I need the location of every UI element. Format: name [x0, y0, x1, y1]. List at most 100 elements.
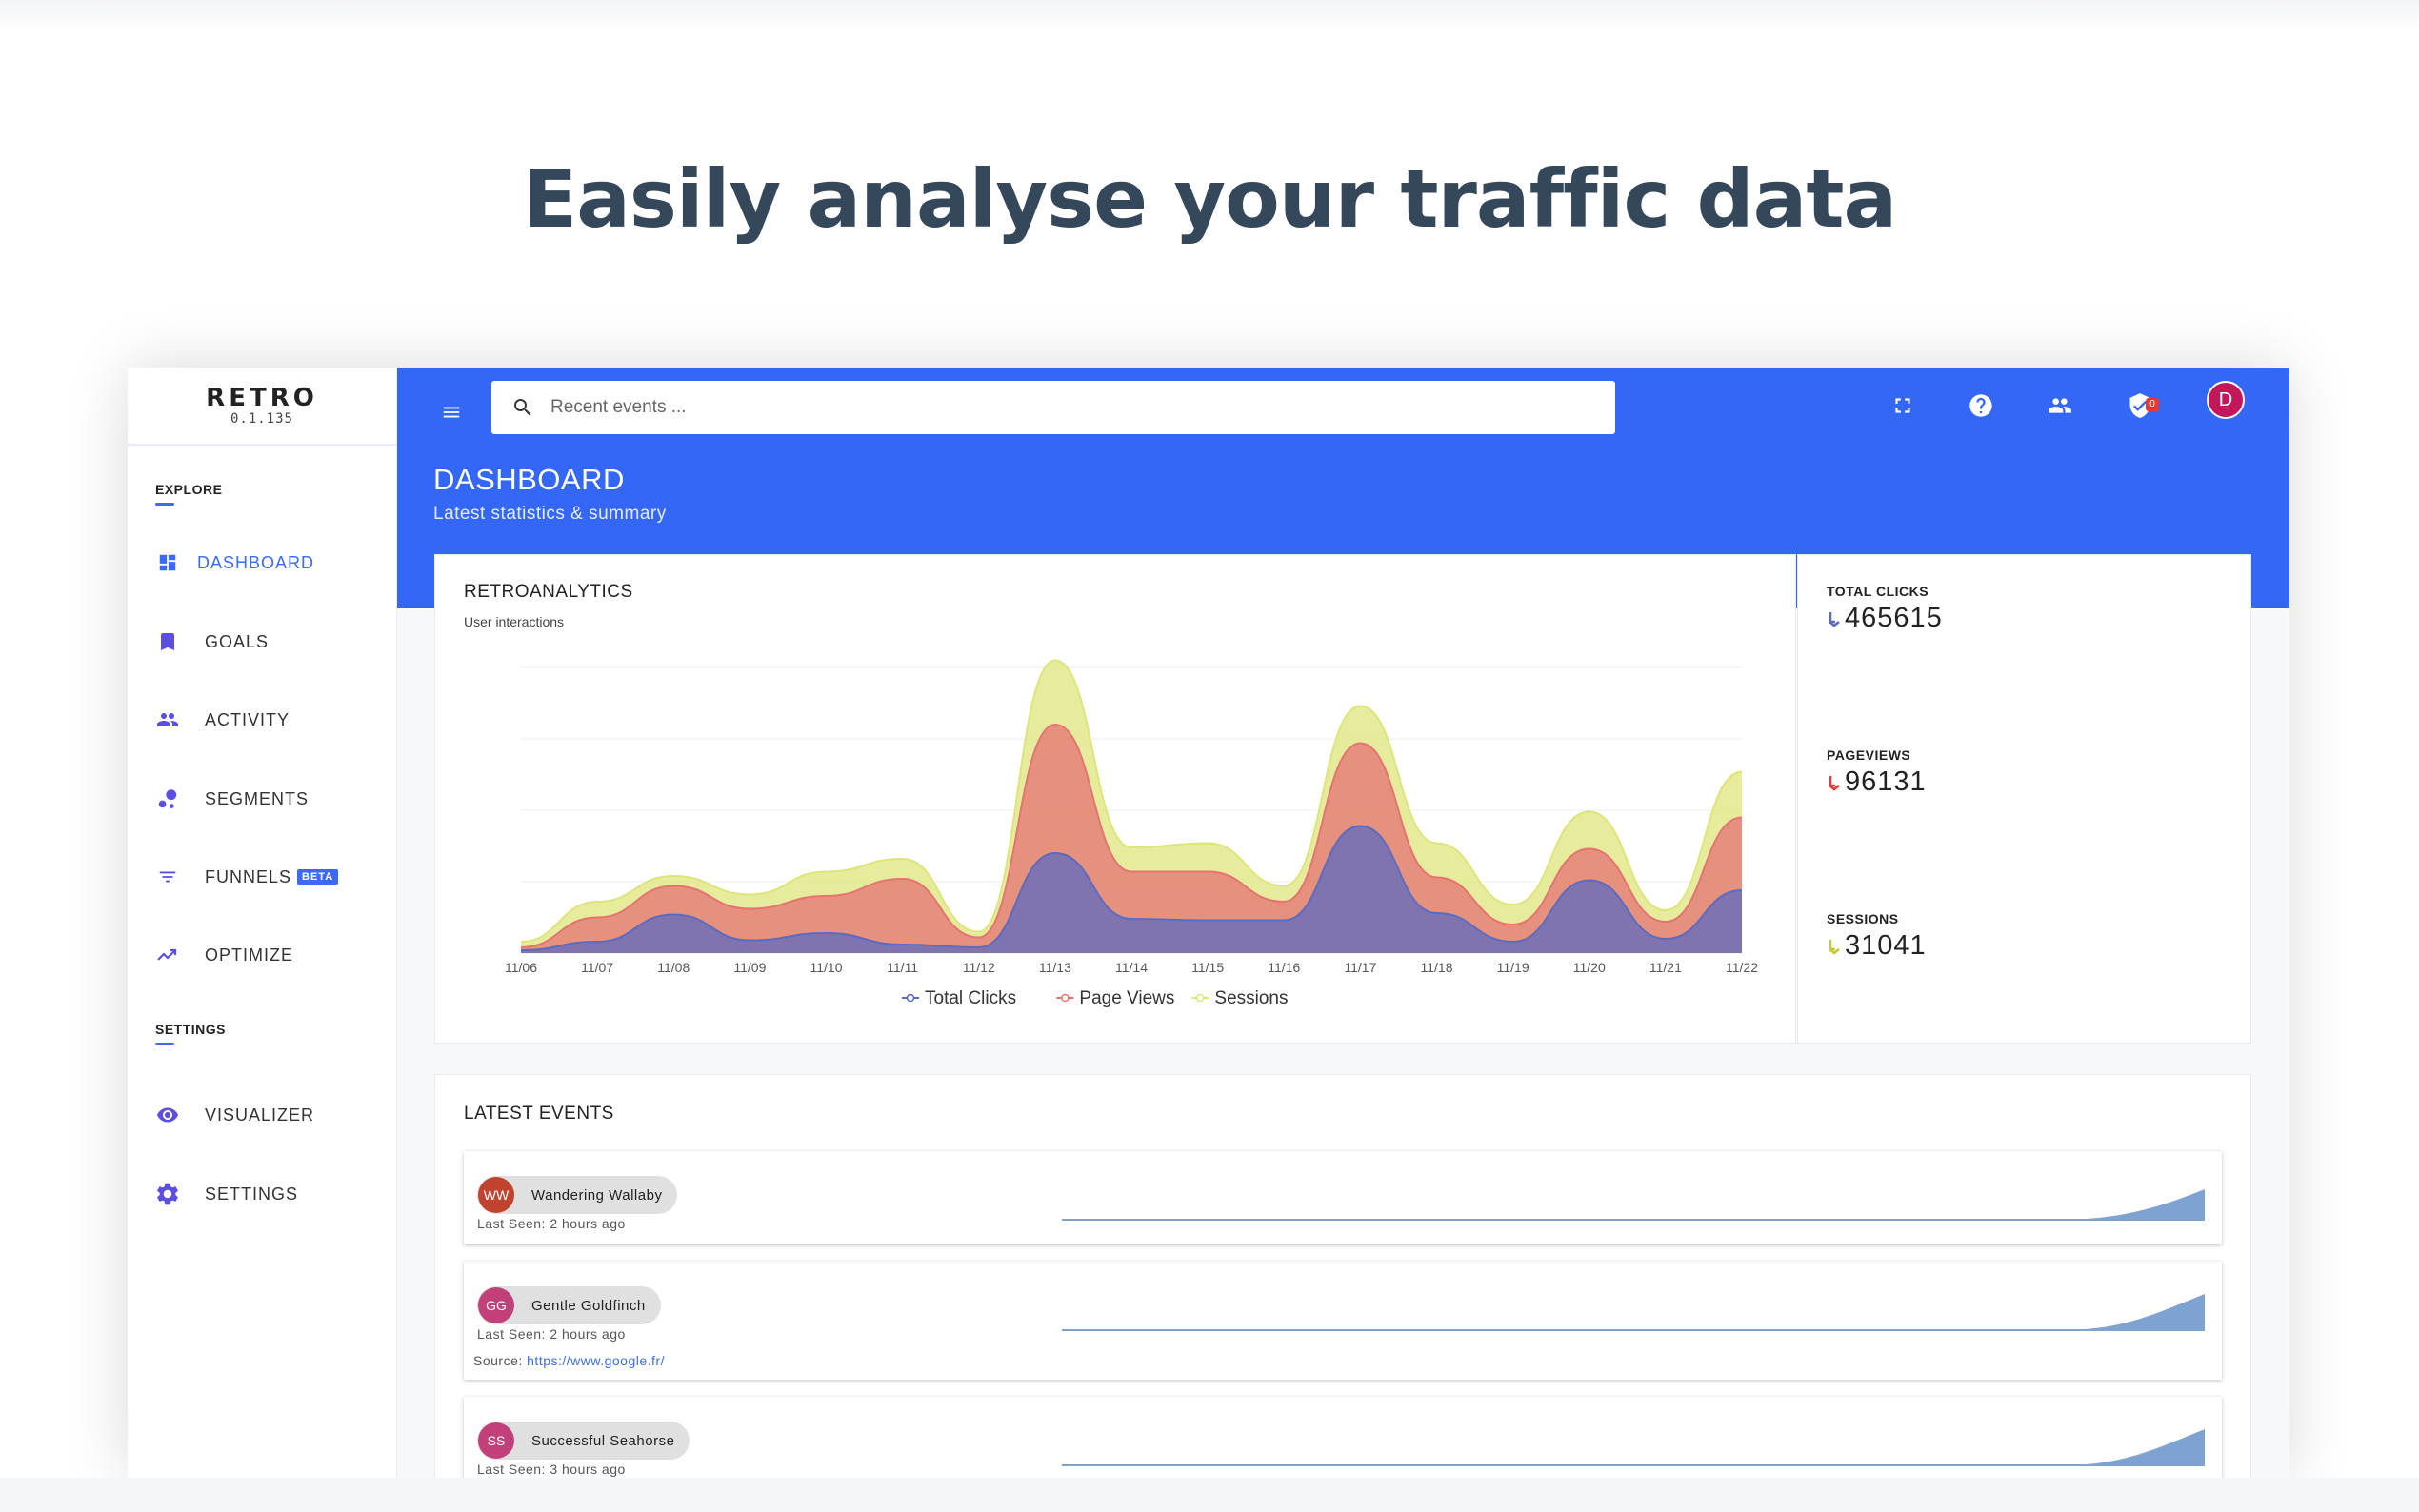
sidebar-item-label: FUNNELS	[205, 866, 292, 886]
analytics-card-title: RETROANALYTICS	[464, 582, 633, 602]
page-bottom-backdrop	[0, 1478, 2419, 1512]
event-row[interactable]: SS Successful Seahorse Last Seen: 3 hour…	[464, 1397, 2222, 1478]
sidebar-item-activity[interactable]: ACTIVITY	[153, 701, 382, 739]
fullscreen-icon	[1890, 393, 1915, 423]
last-seen-text: Last Seen: 2 hours ago	[477, 1326, 626, 1342]
user-initials-avatar: SS	[478, 1422, 514, 1459]
user-initials-avatar: WW	[478, 1177, 514, 1213]
x-tick-label: 11/06	[505, 960, 537, 975]
people-icon	[2045, 393, 2075, 423]
x-tick-label: 11/16	[1268, 960, 1300, 975]
latest-events-title: LATEST EVENTS	[464, 1104, 614, 1124]
people-icon	[153, 706, 182, 734]
x-tick-label: 11/17	[1344, 960, 1376, 975]
event-row[interactable]: WW Wandering Wallaby Last Seen: 2 hours …	[464, 1151, 2222, 1244]
sidebar-item-label: SEGMENTS	[205, 788, 310, 808]
stat-total-clicks: 465615	[1827, 603, 1943, 634]
sidebar-item-settings[interactable]: SETTINGS	[153, 1175, 382, 1213]
fullscreen-button[interactable]	[1882, 387, 1924, 428]
search-bar	[491, 381, 1615, 434]
security-button[interactable]: 0	[2119, 387, 2161, 428]
user-name: Successful Seahorse	[531, 1432, 675, 1449]
x-tick-label: 11/10	[810, 960, 843, 975]
stat-value-text: 96131	[1845, 766, 1927, 797]
app-name: RETRO	[206, 384, 318, 412]
app-version: 0.1.135	[230, 411, 293, 427]
legend-label: Page Views	[1079, 988, 1174, 1008]
sidebar-item-funnels[interactable]: FUNNELS BETA	[153, 858, 382, 896]
section-title-settings: SETTINGS	[155, 1022, 227, 1045]
analytics-card-subtitle: User interactions	[464, 614, 565, 629]
x-tick-label: 11/12	[963, 960, 995, 975]
x-tick-label: 11/14	[1115, 960, 1148, 975]
event-sparkline	[1062, 1189, 2205, 1221]
sidebar-item-dashboard[interactable]: DASHBOARD	[153, 544, 382, 582]
brand: RETRO 0.1.135	[128, 368, 396, 446]
user-avatar-button[interactable]: D	[2207, 381, 2245, 419]
notification-badge: 0	[2146, 398, 2159, 411]
search-input[interactable]	[549, 396, 1581, 419]
arrow-down-icon	[1829, 939, 1840, 955]
stat-sessions: 31041	[1827, 930, 1927, 962]
help-button[interactable]	[1960, 387, 2002, 428]
sidebar-item-label: SETTINGS	[205, 1184, 299, 1204]
latest-events-card: LATEST EVENTS WW Wandering Wallaby Last …	[434, 1074, 2251, 1478]
beta-badge: BETA	[297, 869, 339, 885]
line-total-clicks	[520, 825, 1743, 951]
sidebar-item-optimize[interactable]: OPTIMIZE	[153, 936, 382, 974]
event-source: Source: https://www.google.fr/	[473, 1353, 665, 1368]
filter-icon	[153, 863, 182, 891]
x-tick-label: 11/15	[1191, 960, 1224, 975]
x-tick-label: 11/07	[581, 960, 613, 975]
last-seen-text: Last Seen: 2 hours ago	[477, 1216, 626, 1231]
event-row[interactable]: GG Gentle Goldfinch Last Seen: 2 hours a…	[464, 1262, 2222, 1380]
x-tick-label: 11/19	[1497, 960, 1529, 975]
dashboard-icon	[153, 548, 182, 577]
team-button[interactable]	[2039, 387, 2081, 428]
bookmark-icon	[153, 627, 182, 656]
menu-icon[interactable]	[435, 396, 468, 428]
arrow-down-icon	[1829, 775, 1840, 791]
legend-label: Total Clicks	[925, 988, 1016, 1008]
source-link[interactable]: https://www.google.fr/	[527, 1353, 665, 1368]
event-sparkline	[1062, 1429, 2205, 1466]
line-sessions	[520, 659, 1743, 943]
stat-label-pageviews: PAGEVIEWS	[1827, 747, 1911, 763]
last-seen-text: Last Seen: 3 hours ago	[477, 1462, 626, 1477]
analytics-card: RETROANALYTICS User interactions 11/06 11…	[434, 554, 1796, 1044]
user-name: Gentle Goldfinch	[531, 1297, 646, 1314]
page-title: DASHBOARD	[433, 463, 625, 496]
page-top-backdrop	[0, 0, 2419, 32]
eye-icon	[153, 1101, 182, 1129]
source-label: Source:	[473, 1353, 523, 1368]
x-tick-label: 11/22	[1726, 960, 1758, 975]
gear-icon	[153, 1180, 182, 1208]
x-tick-label: 11/21	[1649, 960, 1682, 975]
trending-icon	[153, 941, 182, 969]
user-chip[interactable]: SS Successful Seahorse	[477, 1422, 690, 1460]
stat-value-text: 465615	[1845, 603, 1943, 633]
x-tick-label: 11/13	[1039, 960, 1071, 975]
user-chip[interactable]: GG Gentle Goldfinch	[477, 1286, 661, 1324]
user-name: Wandering Wallaby	[531, 1186, 663, 1204]
legend-item[interactable]: Total Clicks	[902, 988, 1016, 1008]
sidebar-item-label: VISUALIZER	[205, 1104, 315, 1124]
legend-item[interactable]: Page Views	[1056, 988, 1174, 1008]
user-chip[interactable]: WW Wandering Wallaby	[477, 1176, 678, 1214]
legend-item[interactable]: Sessions	[1191, 988, 1289, 1008]
x-tick-label: 11/11	[887, 960, 918, 975]
bubbles-icon	[153, 785, 182, 813]
sidebar-item-goals[interactable]: GOALS	[153, 623, 382, 661]
x-tick-label: 11/18	[1421, 960, 1453, 975]
sidebar-item-label: GOALS	[205, 631, 270, 651]
page-subtitle: Latest statistics & summary	[433, 504, 667, 524]
shield-check-icon	[2127, 391, 2153, 425]
stat-label-sessions: SESSIONS	[1827, 911, 1899, 926]
arrow-down-icon	[1829, 611, 1840, 627]
help-icon	[1968, 392, 1994, 424]
sidebar-item-segments[interactable]: SEGMENTS	[153, 780, 382, 818]
area-total-clicks	[521, 826, 1742, 953]
sidebar-item-visualizer[interactable]: VISUALIZER	[153, 1096, 382, 1134]
event-sparkline	[1062, 1294, 2205, 1331]
x-tick-label: 11/08	[657, 960, 690, 975]
